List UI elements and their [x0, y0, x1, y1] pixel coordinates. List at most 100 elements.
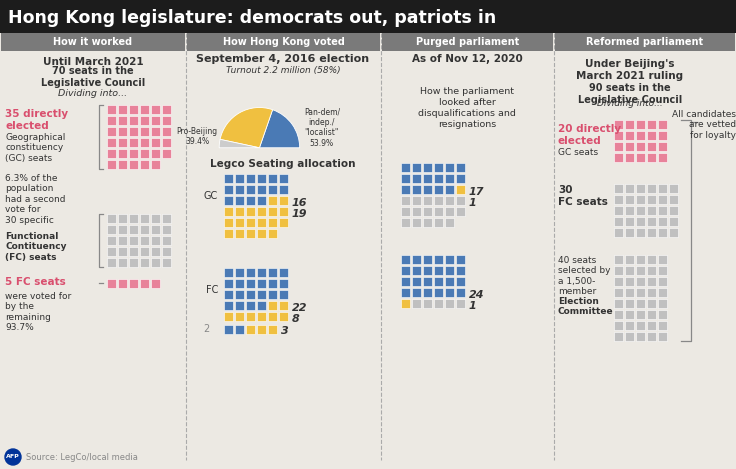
FancyBboxPatch shape	[224, 196, 233, 205]
FancyBboxPatch shape	[412, 266, 421, 275]
FancyBboxPatch shape	[647, 184, 656, 193]
Text: 90 seats in the
Legislative Council: 90 seats in the Legislative Council	[578, 83, 682, 106]
FancyBboxPatch shape	[658, 228, 667, 237]
FancyBboxPatch shape	[658, 142, 667, 151]
FancyBboxPatch shape	[107, 105, 116, 114]
FancyBboxPatch shape	[445, 163, 454, 172]
FancyBboxPatch shape	[614, 310, 623, 319]
FancyBboxPatch shape	[636, 266, 645, 275]
FancyBboxPatch shape	[151, 149, 160, 158]
FancyBboxPatch shape	[162, 127, 171, 136]
FancyBboxPatch shape	[118, 247, 127, 256]
FancyBboxPatch shape	[129, 279, 138, 288]
Text: Functional
Contituency
(FC) seats: Functional Contituency (FC) seats	[5, 232, 66, 262]
FancyBboxPatch shape	[658, 206, 667, 215]
FancyBboxPatch shape	[235, 218, 244, 227]
FancyBboxPatch shape	[279, 312, 288, 321]
FancyBboxPatch shape	[246, 301, 255, 310]
FancyBboxPatch shape	[268, 325, 277, 334]
FancyBboxPatch shape	[658, 332, 667, 341]
FancyBboxPatch shape	[647, 255, 656, 264]
FancyBboxPatch shape	[614, 255, 623, 264]
FancyBboxPatch shape	[636, 120, 645, 129]
FancyBboxPatch shape	[647, 195, 656, 204]
FancyBboxPatch shape	[636, 217, 645, 226]
FancyBboxPatch shape	[107, 214, 116, 223]
Text: 3: 3	[281, 326, 289, 336]
FancyBboxPatch shape	[412, 288, 421, 297]
FancyBboxPatch shape	[129, 214, 138, 223]
FancyBboxPatch shape	[614, 321, 623, 330]
Text: 20 directly
elected: 20 directly elected	[558, 124, 621, 145]
FancyBboxPatch shape	[246, 279, 255, 288]
FancyBboxPatch shape	[423, 288, 432, 297]
FancyBboxPatch shape	[279, 207, 288, 216]
FancyBboxPatch shape	[423, 185, 432, 194]
FancyBboxPatch shape	[647, 120, 656, 129]
FancyBboxPatch shape	[107, 116, 116, 125]
Text: Dividing into...: Dividing into...	[597, 99, 663, 108]
FancyBboxPatch shape	[151, 127, 160, 136]
FancyBboxPatch shape	[647, 277, 656, 286]
FancyBboxPatch shape	[224, 185, 233, 194]
FancyBboxPatch shape	[279, 301, 288, 310]
FancyBboxPatch shape	[0, 0, 736, 33]
FancyBboxPatch shape	[235, 312, 244, 321]
FancyBboxPatch shape	[224, 229, 233, 238]
FancyBboxPatch shape	[235, 290, 244, 299]
FancyBboxPatch shape	[456, 255, 465, 264]
FancyBboxPatch shape	[257, 301, 266, 310]
FancyBboxPatch shape	[118, 258, 127, 267]
FancyBboxPatch shape	[614, 266, 623, 275]
FancyBboxPatch shape	[647, 217, 656, 226]
Text: 40 seats
selected by
a 1,500-
member: 40 seats selected by a 1,500- member	[558, 256, 610, 296]
FancyBboxPatch shape	[647, 310, 656, 319]
FancyBboxPatch shape	[636, 184, 645, 193]
FancyBboxPatch shape	[412, 218, 421, 227]
FancyBboxPatch shape	[658, 299, 667, 308]
FancyBboxPatch shape	[279, 279, 288, 288]
Text: How the parliament
looked after
disqualifications and
resignations: How the parliament looked after disquali…	[418, 87, 516, 129]
FancyBboxPatch shape	[625, 299, 634, 308]
FancyBboxPatch shape	[151, 247, 160, 256]
FancyBboxPatch shape	[445, 174, 454, 183]
FancyBboxPatch shape	[445, 207, 454, 216]
FancyBboxPatch shape	[614, 142, 623, 151]
FancyBboxPatch shape	[625, 288, 634, 297]
FancyBboxPatch shape	[658, 184, 667, 193]
FancyBboxPatch shape	[636, 228, 645, 237]
Text: FC: FC	[205, 285, 218, 295]
FancyBboxPatch shape	[636, 321, 645, 330]
FancyBboxPatch shape	[445, 277, 454, 286]
FancyBboxPatch shape	[456, 277, 465, 286]
FancyBboxPatch shape	[445, 266, 454, 275]
FancyBboxPatch shape	[423, 163, 432, 172]
FancyBboxPatch shape	[162, 105, 171, 114]
FancyBboxPatch shape	[658, 131, 667, 140]
FancyBboxPatch shape	[434, 288, 443, 297]
FancyBboxPatch shape	[401, 163, 410, 172]
FancyBboxPatch shape	[224, 207, 233, 216]
FancyBboxPatch shape	[647, 332, 656, 341]
FancyBboxPatch shape	[257, 218, 266, 227]
FancyBboxPatch shape	[246, 218, 255, 227]
FancyBboxPatch shape	[151, 105, 160, 114]
FancyBboxPatch shape	[279, 196, 288, 205]
FancyBboxPatch shape	[224, 301, 233, 310]
FancyBboxPatch shape	[107, 127, 116, 136]
Text: Reformed parliament: Reformed parliament	[587, 37, 704, 47]
FancyBboxPatch shape	[129, 149, 138, 158]
FancyBboxPatch shape	[614, 217, 623, 226]
FancyBboxPatch shape	[268, 218, 277, 227]
FancyBboxPatch shape	[625, 228, 634, 237]
FancyBboxPatch shape	[625, 310, 634, 319]
FancyBboxPatch shape	[658, 195, 667, 204]
FancyBboxPatch shape	[235, 301, 244, 310]
FancyBboxPatch shape	[129, 160, 138, 169]
FancyBboxPatch shape	[129, 247, 138, 256]
FancyBboxPatch shape	[129, 105, 138, 114]
FancyBboxPatch shape	[669, 228, 678, 237]
FancyBboxPatch shape	[423, 255, 432, 264]
FancyBboxPatch shape	[423, 266, 432, 275]
FancyBboxPatch shape	[140, 138, 149, 147]
